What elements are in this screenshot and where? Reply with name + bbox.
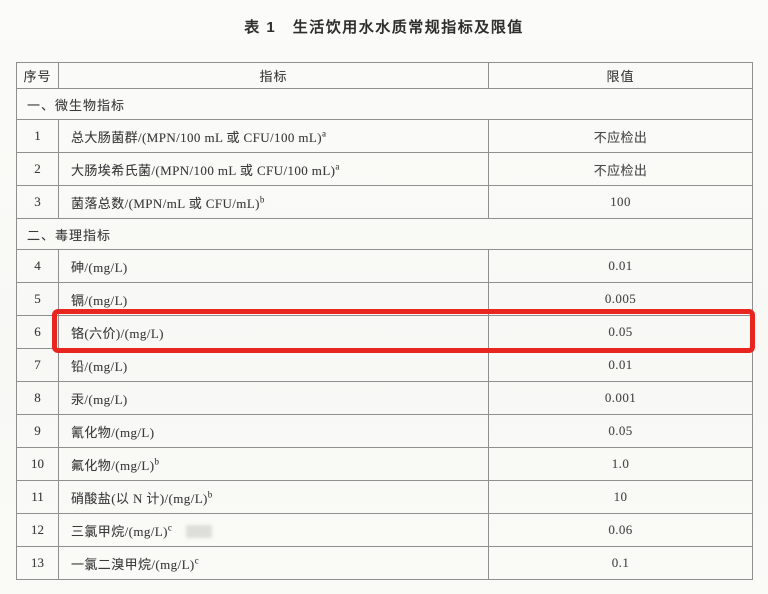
limit-cell: 0.005 xyxy=(488,282,753,316)
indicator-text: 氰化物/(mg/L) xyxy=(71,424,155,440)
indicator-cell: 汞/(mg/L) xyxy=(58,381,489,415)
water-quality-table: 序号 指标 限值 一、微生物指标 1 总大肠菌群/(MPN/100 mL 或 C… xyxy=(16,62,753,580)
row-number: 1 xyxy=(16,119,59,153)
section-title: 一、微生物指标 xyxy=(16,88,753,120)
limit-cell: 0.001 xyxy=(488,381,753,415)
row-number: 11 xyxy=(16,480,59,514)
footnote-sup: b xyxy=(207,489,213,500)
indicator-text: 氟化物/(mg/L) xyxy=(71,457,155,473)
indicator-text: 镉/(mg/L) xyxy=(71,292,128,308)
row-number: 12 xyxy=(16,513,59,547)
footnote-sup: b xyxy=(154,456,160,467)
indicator-cell: 总大肠菌群/(MPN/100 mL 或 CFU/100 mL)a xyxy=(58,119,489,153)
row-number: 13 xyxy=(16,546,59,580)
table-row: 7 铅/(mg/L) 0.01 xyxy=(16,348,753,382)
indicator-cell: 砷/(mg/L) xyxy=(58,249,489,283)
table-row: 4 砷/(mg/L) 0.01 xyxy=(16,249,753,283)
limit-cell: 10 xyxy=(488,480,753,514)
table-row: 10 氟化物/(mg/L)b 1.0 xyxy=(16,447,753,481)
table-row: 9 氰化物/(mg/L) 0.05 xyxy=(16,414,753,448)
limit-cell: 0.01 xyxy=(488,348,753,382)
limit-cell: 0.05 xyxy=(488,315,753,349)
row-number: 3 xyxy=(16,185,59,219)
footnote-sup: c xyxy=(167,522,173,533)
indicator-text: 三氯甲烷/(mg/L) xyxy=(71,523,168,539)
table-header-row: 序号 指标 限值 xyxy=(16,62,753,89)
table-row: 12 三氯甲烷/(mg/L)c 0.06 xyxy=(16,513,753,547)
indicator-cell: 三氯甲烷/(mg/L)c xyxy=(58,513,489,547)
indicator-cell: 镉/(mg/L) xyxy=(58,282,489,316)
indicator-cell: 硝酸盐(以 N 计)/(mg/L)b xyxy=(58,480,489,514)
row-number: 7 xyxy=(16,348,59,382)
table-row: 13 一氯二溴甲烷/(mg/L)c 0.1 xyxy=(16,546,753,580)
row-number: 2 xyxy=(16,152,59,186)
table-row: 1 总大肠菌群/(MPN/100 mL 或 CFU/100 mL)a 不应检出 xyxy=(16,119,753,153)
footnote-sup: b xyxy=(259,194,265,205)
smudge-mark xyxy=(186,524,213,538)
indicator-cell: 铅/(mg/L) xyxy=(58,348,489,382)
indicator-text: 菌落总数/(MPN/mL 或 CFU/mL) xyxy=(71,195,260,211)
indicator-text: 铬(六价)/(mg/L) xyxy=(71,325,164,341)
indicator-text: 砷/(mg/L) xyxy=(71,259,128,275)
limit-cell: 1.0 xyxy=(488,447,753,481)
indicator-cell: 氰化物/(mg/L) xyxy=(58,414,489,448)
indicator-text: 总大肠菌群/(MPN/100 mL 或 CFU/100 mL) xyxy=(71,129,322,145)
footnote-sup: a xyxy=(335,161,340,172)
indicator-text: 铅/(mg/L) xyxy=(71,358,128,374)
row-number: 4 xyxy=(16,249,59,283)
indicator-cell: 菌落总数/(MPN/mL 或 CFU/mL)b xyxy=(58,185,489,219)
row-number: 6 xyxy=(16,315,59,349)
table-row: 5 镉/(mg/L) 0.005 xyxy=(16,282,753,316)
limit-cell: 0.06 xyxy=(488,513,753,547)
indicator-text: 硝酸盐(以 N 计)/(mg/L) xyxy=(71,490,208,506)
table-row: 2 大肠埃希氏菌/(MPN/100 mL 或 CFU/100 mL)a 不应检出 xyxy=(16,152,753,186)
row-number: 9 xyxy=(16,414,59,448)
section-title: 二、毒理指标 xyxy=(16,218,753,250)
limit-cell: 0.01 xyxy=(488,249,753,283)
table-row: 3 菌落总数/(MPN/mL 或 CFU/mL)b 100 xyxy=(16,185,753,219)
table-row: 8 汞/(mg/L) 0.001 xyxy=(16,381,753,415)
indicator-text: 一氯二溴甲烷/(mg/L) xyxy=(71,556,195,572)
table-row-highlighted: 6 铬(六价)/(mg/L) 0.05 xyxy=(16,315,753,349)
limit-cell: 不应检出 xyxy=(488,152,753,186)
limit-cell: 不应检出 xyxy=(488,119,753,153)
column-header-indicator: 指标 xyxy=(58,62,489,89)
section-row-microbiological: 一、微生物指标 xyxy=(16,88,753,120)
limit-cell: 100 xyxy=(488,185,753,219)
limit-cell: 0.05 xyxy=(488,414,753,448)
column-header-limit: 限值 xyxy=(488,62,753,89)
table-row: 11 硝酸盐(以 N 计)/(mg/L)b 10 xyxy=(16,480,753,514)
footnote-sup: a xyxy=(321,128,327,139)
footnote-sup: c xyxy=(194,555,200,566)
table-title: 表 1 生活饮用水水质常规指标及限值 xyxy=(244,19,524,36)
indicator-text: 汞/(mg/L) xyxy=(71,391,128,407)
column-header-no: 序号 xyxy=(16,62,59,89)
indicator-cell: 铬(六价)/(mg/L) xyxy=(58,315,489,349)
indicator-cell: 氟化物/(mg/L)b xyxy=(58,447,489,481)
indicator-cell: 一氯二溴甲烷/(mg/L)c xyxy=(58,546,489,580)
indicator-cell: 大肠埃希氏菌/(MPN/100 mL 或 CFU/100 mL)a xyxy=(58,152,489,186)
row-number: 5 xyxy=(16,282,59,316)
row-number: 8 xyxy=(16,381,59,415)
row-number: 10 xyxy=(16,447,59,481)
limit-cell: 0.1 xyxy=(488,546,753,580)
indicator-text: 大肠埃希氏菌/(MPN/100 mL 或 CFU/100 mL) xyxy=(71,162,336,178)
section-row-toxicological: 二、毒理指标 xyxy=(16,218,753,250)
